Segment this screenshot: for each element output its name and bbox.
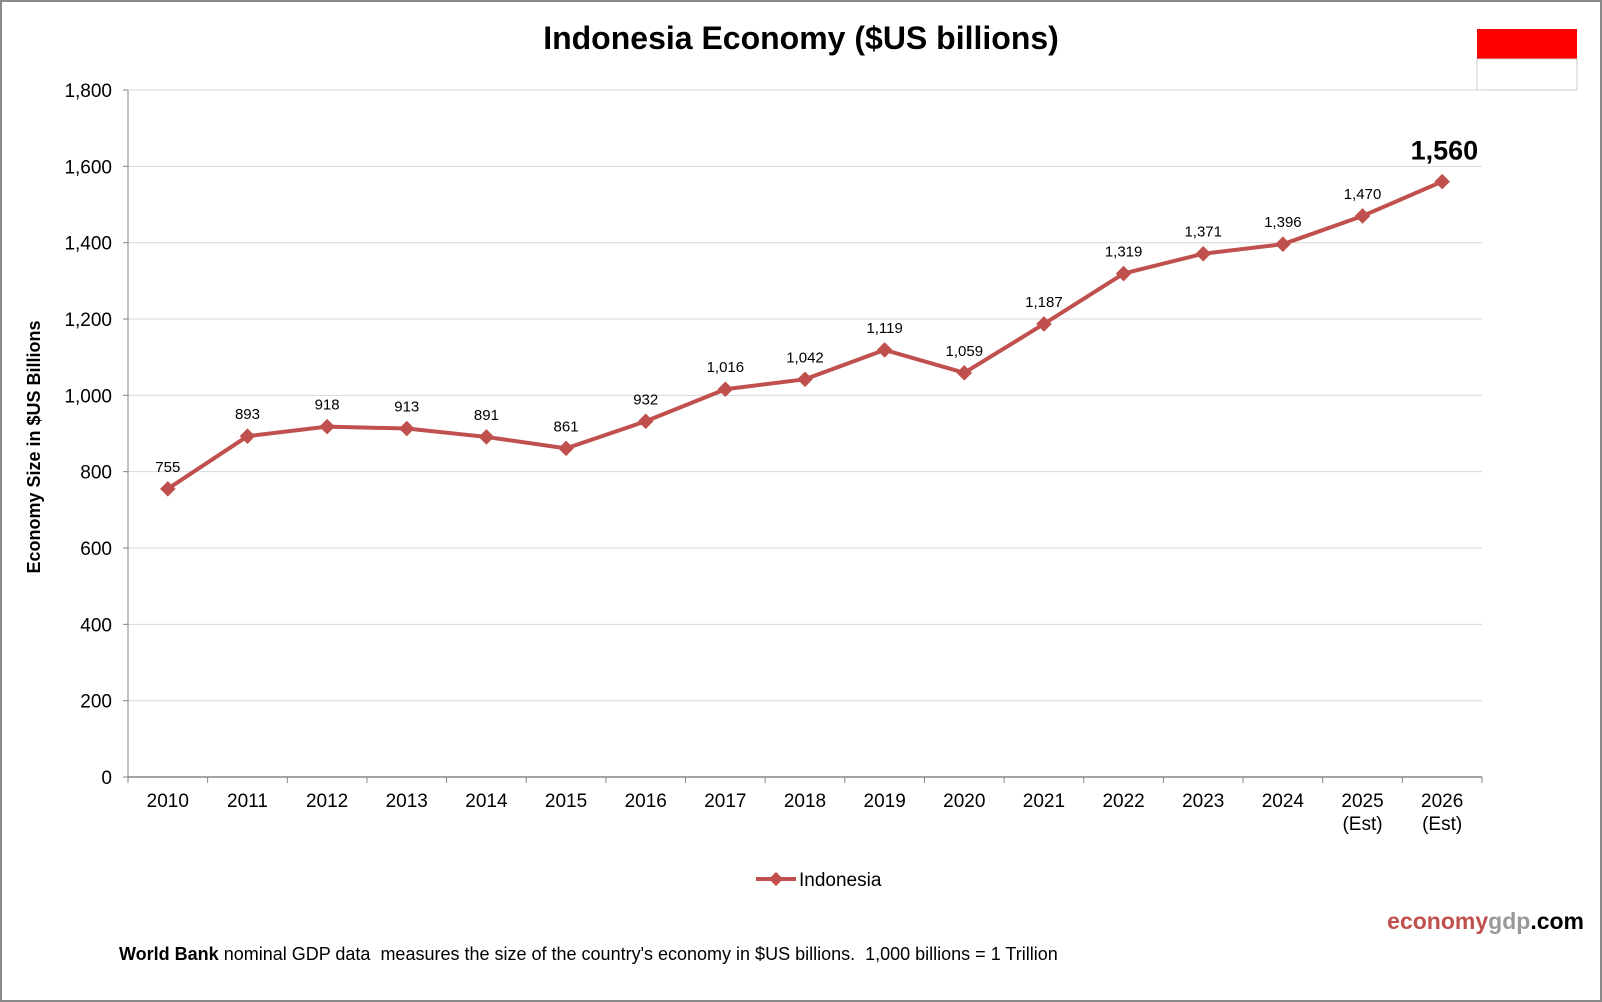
data-point xyxy=(1434,173,1450,190)
data-point xyxy=(1354,208,1371,224)
x-tick-label: 2020 xyxy=(943,791,985,812)
x-tick-label: 2021 xyxy=(1023,791,1065,812)
data-label: 918 xyxy=(315,397,340,414)
legend-label: Indonesia xyxy=(799,870,882,891)
x-tick-label: 2014 xyxy=(465,791,508,812)
x-tick-label: 2024 xyxy=(1262,791,1305,812)
legend-marker xyxy=(768,871,784,887)
x-tick-label: 2016 xyxy=(625,791,667,812)
data-label-highlight: 1,560 xyxy=(1411,136,1479,166)
y-tick-label: 0 xyxy=(101,768,112,789)
data-point xyxy=(1195,245,1212,262)
x-tick-label: 2026 (Est) xyxy=(1421,791,1463,835)
data-point xyxy=(239,428,256,444)
x-tick-label: 2025 (Est) xyxy=(1341,791,1383,835)
y-tick-label: 1,200 xyxy=(64,310,112,331)
data-label: 1,042 xyxy=(786,349,824,366)
data-label: 861 xyxy=(554,418,579,435)
data-label: 1,119 xyxy=(866,320,902,337)
data-point xyxy=(160,481,176,497)
data-label: 1,187 xyxy=(1025,294,1063,311)
data-label: 1,470 xyxy=(1344,186,1382,203)
data-label: 891 xyxy=(474,407,499,424)
y-tick-label: 1,600 xyxy=(64,157,112,178)
y-tick-label: 800 xyxy=(80,463,112,484)
legend: Indonesia xyxy=(756,870,882,891)
data-label: 755 xyxy=(155,459,180,476)
chart-title: Indonesia Economy ($US billions) xyxy=(543,20,1059,56)
x-tick-label: 2012 xyxy=(306,791,348,812)
x-tick-label: 2010 xyxy=(147,791,189,812)
x-tick-label: 2013 xyxy=(386,791,428,812)
data-label: 1,016 xyxy=(707,359,745,376)
x-tick-label: 2022 xyxy=(1102,791,1144,812)
data-point xyxy=(1036,316,1052,332)
data-label: 932 xyxy=(633,391,658,408)
x-axis: 2010 2011 2012 2013 2014 2015 2016 2017 2018 2019… xyxy=(127,776,1483,835)
data-point xyxy=(1115,265,1132,282)
watermark: economygdp.com xyxy=(1387,908,1584,934)
data-labels: 755 893 918 913 891 861 932 1,016 1,042 1,119 1,05… xyxy=(155,136,1478,476)
data-label: 893 xyxy=(235,406,260,423)
x-tick-label: 2023 xyxy=(1182,791,1224,812)
x-tick-label: 2015 xyxy=(545,791,587,812)
x-tick-label: 2011 xyxy=(227,791,268,812)
y-axis-label: Economy Size in $US Billions xyxy=(24,320,44,573)
y-tick-label: 400 xyxy=(80,615,112,636)
gridlines xyxy=(128,89,1482,702)
y-tick-label: 1,400 xyxy=(64,234,112,255)
y-tick-label: 1,800 xyxy=(64,81,112,102)
footer-note: World Bank nominal GDP data measures the… xyxy=(119,944,1058,964)
x-tick-label: 2019 xyxy=(864,791,906,812)
y-axis: 0 200 400 600 800 1,000 1,200 1,400 1,600 1,800 xyxy=(64,81,129,789)
data-label: 1,059 xyxy=(946,343,984,360)
data-label: 1,319 xyxy=(1105,244,1143,261)
indonesia-flag-icon xyxy=(1476,29,1578,91)
y-tick-label: 1,000 xyxy=(64,386,112,407)
data-label: 913 xyxy=(394,399,419,416)
y-tick-label: 600 xyxy=(80,539,112,560)
data-label: 1,396 xyxy=(1264,214,1302,231)
x-tick-label: 2018 xyxy=(784,791,826,812)
data-label: 1,371 xyxy=(1184,224,1222,241)
y-tick-label: 200 xyxy=(80,692,112,713)
x-tick-label: 2017 xyxy=(704,791,746,812)
data-point xyxy=(1275,236,1291,252)
